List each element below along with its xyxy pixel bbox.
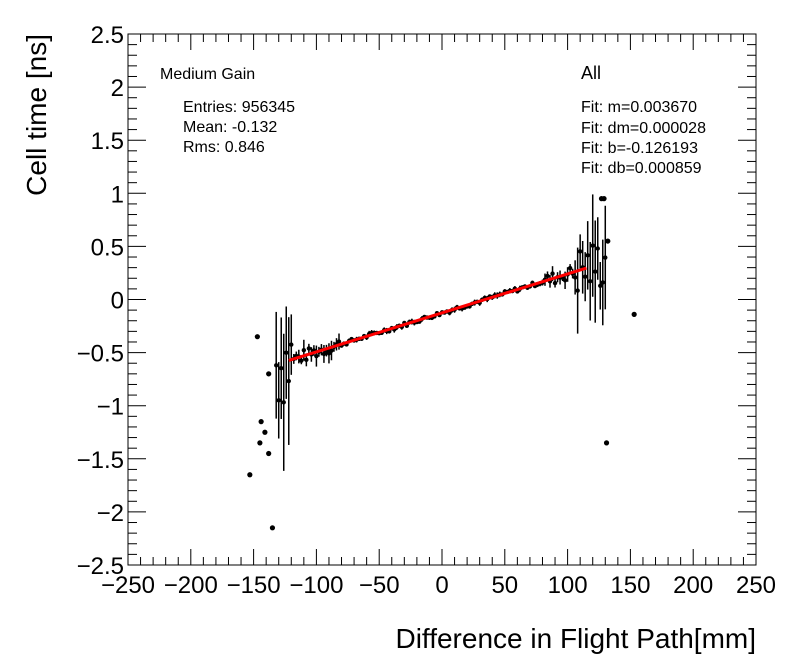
- outlier-point: [266, 450, 272, 457]
- stats-entries: Entries: 956345: [183, 99, 295, 116]
- fit-line: [288, 266, 587, 362]
- outlier-point: [266, 371, 272, 377]
- y-axis-title: Cell time [ns]: [21, 34, 52, 196]
- outlier-point: [631, 311, 637, 317]
- data-point: [582, 274, 588, 279]
- data-point: [289, 342, 294, 347]
- y-tick-label: −1: [97, 394, 124, 421]
- x-tick-label: −100: [289, 572, 343, 599]
- data-point: [545, 273, 550, 279]
- outlier-point: [269, 525, 276, 531]
- data-point: [600, 280, 605, 285]
- fit-b-label: Fit: b=-0.126193: [581, 140, 698, 157]
- outlier-point: [257, 440, 263, 446]
- outlier-point: [247, 472, 253, 478]
- y-tick-label: −0.5: [77, 341, 124, 368]
- data-point: [286, 378, 291, 384]
- x-tick-labels: −250 −200 −150 −100 −50 0 50 100 150 200 250: [101, 572, 776, 599]
- data-point: [276, 398, 281, 403]
- y-tick-label: 1: [111, 181, 124, 208]
- data-point: [326, 351, 332, 356]
- x-tick-label: 0: [435, 572, 448, 599]
- data-point: [588, 279, 593, 284]
- y-tick-label: −2: [97, 500, 124, 527]
- x-tick-label: −150: [227, 572, 281, 599]
- x-axis-title: Difference in Flight Path[mm]: [395, 623, 756, 654]
- y-tick-labels: −2.5 −2 −1.5 −1 −0.5 0 0.5 1 1.5 2 2.5: [77, 22, 124, 580]
- data-point: [281, 400, 286, 405]
- category-label: All: [581, 63, 601, 83]
- outlier-point: [254, 334, 260, 340]
- x-tick-label: −50: [359, 572, 400, 599]
- data-point: [299, 358, 304, 363]
- data-point: [274, 363, 279, 368]
- y-tick-label: 2.5: [91, 22, 124, 49]
- data-points: [247, 194, 637, 531]
- data-point: [567, 265, 573, 271]
- data-point: [321, 351, 327, 357]
- data-point: [575, 288, 580, 293]
- y-tick-label: 0.5: [91, 234, 124, 261]
- data-point: [306, 346, 312, 351]
- x-tick-label: 250: [736, 572, 776, 599]
- data-point: [304, 357, 309, 363]
- data-point: [577, 249, 583, 254]
- outlier-point: [258, 419, 264, 425]
- data-point: [301, 347, 307, 353]
- stats-rms: Rms: 0.846: [183, 139, 265, 156]
- data-point: [279, 366, 284, 371]
- data-point: [598, 283, 603, 288]
- data-point: [336, 339, 342, 344]
- y-tick-label: −1.5: [77, 447, 124, 474]
- data-point: [552, 280, 558, 286]
- data-point: [314, 353, 319, 359]
- outlier-point: [603, 440, 610, 446]
- outlier-point: [605, 238, 611, 244]
- fit-db-label: Fit: db=0.000859: [581, 160, 702, 177]
- x-tick-label: 200: [673, 572, 713, 599]
- stats-mean: Mean: -0.132: [183, 119, 277, 136]
- fit-m-label: Fit: m=0.003670: [581, 99, 697, 116]
- axis-ticks: [127, 33, 757, 566]
- data-point: [572, 275, 578, 280]
- y-tick-label: 2: [111, 75, 124, 102]
- outlier-point: [262, 429, 268, 435]
- data-point: [585, 253, 590, 258]
- data-point: [550, 271, 555, 276]
- data-point: [329, 348, 334, 353]
- x-tick-label: 50: [491, 572, 518, 599]
- fit-dm-label: Fit: dm=0.000028: [581, 120, 706, 137]
- y-tick-label: 0: [111, 288, 124, 315]
- data-point: [593, 269, 598, 274]
- chart-title: Medium Gain: [160, 66, 255, 83]
- x-tick-label: −250: [101, 572, 155, 599]
- x-tick-label: 150: [610, 572, 650, 599]
- x-tick-label: 100: [548, 572, 588, 599]
- x-tick-label: −200: [164, 572, 218, 599]
- fit-line-group: [288, 266, 587, 362]
- data-point: [595, 246, 600, 251]
- y-tick-label: −2.5: [77, 553, 124, 580]
- data-point: [603, 255, 608, 260]
- data-point: [562, 278, 568, 283]
- outlier-point: [601, 196, 607, 202]
- data-point: [590, 243, 595, 248]
- y-tick-label: 1.5: [91, 128, 124, 155]
- data-point: [284, 350, 289, 355]
